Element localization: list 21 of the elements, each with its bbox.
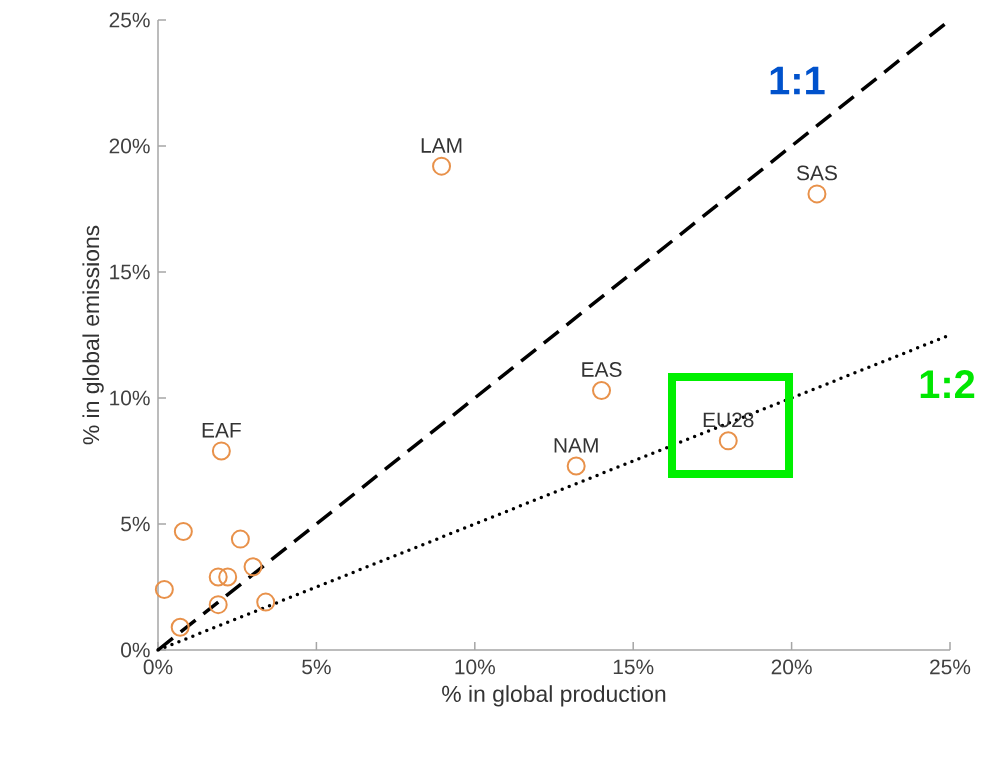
x-tick-label: 15% (613, 659, 654, 675)
y-tick-label: 15% (110, 264, 150, 280)
annotation: LAM (421, 138, 462, 153)
annotation: SAS (796, 165, 837, 181)
annotation: EAS (582, 362, 622, 377)
y-axis-title: % in global emissions (82, 225, 104, 445)
y-tick-label: 10% (110, 390, 150, 406)
series-label: 1:1 (770, 66, 825, 95)
y-tick-label: 20% (109, 138, 150, 154)
series-label: 1:2 (920, 370, 975, 398)
x-tick-label: 5% (302, 659, 331, 675)
annotation: NAM (554, 438, 598, 453)
y-tick-label: 25% (109, 12, 150, 28)
x-tick-label: 10% (455, 659, 495, 675)
x-axis-title: % in global production (442, 685, 666, 707)
y-tick-label: 0% (121, 642, 150, 658)
x-tick-label: 20% (771, 659, 812, 675)
y-tick-label: 5% (121, 516, 150, 532)
x-tick-label: 0% (143, 659, 173, 675)
annotation: EAF (202, 423, 241, 438)
x-tick-label: 25% (930, 659, 971, 675)
